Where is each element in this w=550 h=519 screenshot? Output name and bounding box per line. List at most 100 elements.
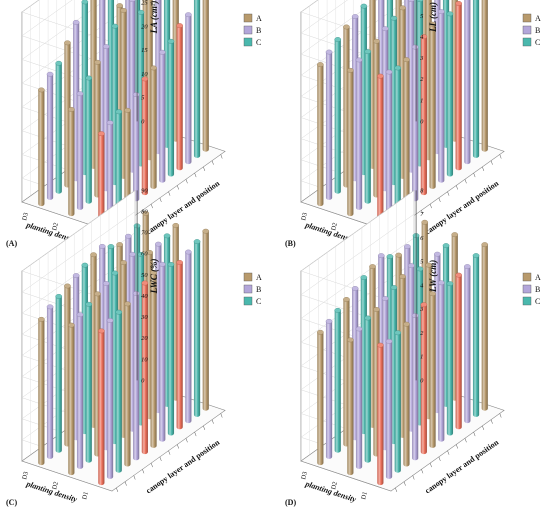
bar-body — [446, 283, 454, 436]
bar-cap — [434, 251, 441, 257]
x-tick — [490, 160, 493, 165]
bar-cap — [394, 330, 402, 336]
bar-cap — [343, 297, 350, 302]
bar-cap — [420, 34, 428, 40]
bar-body — [420, 36, 427, 196]
x-tick — [464, 438, 467, 443]
bar-cap — [115, 109, 123, 115]
bar-cap — [351, 14, 359, 19]
bar-body — [185, 252, 192, 424]
bar-cap — [343, 24, 350, 30]
panel-label: (B) — [285, 239, 296, 248]
bar — [429, 21, 436, 189]
x-tick — [194, 173, 197, 178]
x-tick — [168, 191, 171, 196]
z-tick-label: 40 — [141, 293, 148, 300]
bar-body — [364, 318, 371, 463]
bar-body — [325, 52, 333, 200]
legend-label: B — [256, 285, 261, 294]
bar-cap — [317, 62, 324, 67]
bar-cap — [385, 69, 393, 75]
bar-cap — [455, 272, 462, 278]
bar — [76, 91, 84, 210]
x-tick — [124, 481, 127, 486]
density-axis-label: planting density — [303, 479, 357, 504]
bar — [347, 67, 354, 217]
density-tick-label: D3 — [300, 212, 309, 221]
bar-body — [377, 76, 384, 227]
bar-body — [133, 293, 140, 461]
bar-body — [76, 93, 84, 210]
x-tick — [438, 456, 441, 461]
bar-body — [55, 63, 62, 194]
bar — [334, 307, 342, 453]
bar-body — [455, 3, 462, 171]
bar-cap — [46, 71, 54, 77]
bar-cap — [129, 0, 136, 2]
bar — [472, 253, 480, 417]
legend-label: B — [535, 26, 540, 35]
bar-cap — [373, 38, 380, 44]
bar-cap — [390, 285, 398, 290]
z-tick-label: 0 — [420, 377, 424, 384]
bar-cap — [446, 11, 454, 17]
z-tick-label: 3 — [419, 55, 424, 62]
x-tick — [142, 469, 145, 474]
bar-body — [150, 67, 157, 189]
bar-cap — [408, 0, 415, 2]
bar-cap — [481, 242, 489, 248]
bar — [202, 228, 210, 411]
x-tick — [499, 154, 502, 159]
z-axis-label: LW (cm) — [428, 260, 438, 293]
legend-label: A — [535, 273, 541, 282]
bar — [355, 57, 363, 210]
bar-body — [394, 67, 401, 214]
bar-cap — [76, 312, 84, 318]
bar-cap — [107, 244, 115, 249]
legend-label: B — [256, 26, 261, 35]
bar-cap — [451, 232, 459, 238]
bar — [167, 262, 175, 436]
bar-cap — [377, 342, 384, 348]
z-tick-label: 4 — [420, 282, 424, 289]
bar-cap — [132, 92, 140, 98]
panel-label: (C) — [6, 498, 17, 507]
bar — [185, 12, 192, 165]
x-tick — [211, 160, 214, 165]
x-tick — [473, 173, 476, 178]
z-tick-label: 90 — [141, 187, 148, 194]
legend-swatch — [522, 296, 532, 306]
bar-body — [106, 122, 114, 220]
bar-cap — [377, 253, 385, 259]
bar — [55, 293, 63, 453]
bar-cap — [142, 210, 150, 216]
density-tick-label: D3 — [21, 471, 30, 480]
z-tick-label: 20 — [141, 335, 148, 342]
x-tick — [499, 413, 502, 418]
bar — [76, 312, 84, 469]
bar-cap — [381, 26, 389, 32]
bar-body — [481, 244, 488, 411]
bar — [385, 69, 393, 220]
bar-body — [124, 110, 131, 208]
legend-swatch — [522, 272, 532, 282]
bar-cap — [98, 243, 106, 249]
z-tick-label: 10 — [141, 71, 148, 78]
bar-body — [202, 231, 209, 411]
density-tick-label: D2 — [51, 481, 60, 490]
density-tick-label: D2 — [330, 481, 339, 490]
bar — [472, 0, 480, 158]
legend-swatch — [243, 25, 253, 35]
bar — [38, 87, 45, 207]
bar — [429, 291, 436, 448]
bar-cap — [128, 251, 136, 257]
bar-body — [176, 25, 183, 171]
z-tick-label: 5 — [420, 259, 424, 266]
bar-body — [403, 324, 410, 467]
legend-swatch — [243, 272, 253, 282]
bar-cap — [94, 59, 101, 65]
x-tick — [185, 438, 188, 443]
bar-body — [347, 70, 354, 217]
bar-cap — [38, 87, 45, 93]
bar-cap — [334, 307, 342, 313]
